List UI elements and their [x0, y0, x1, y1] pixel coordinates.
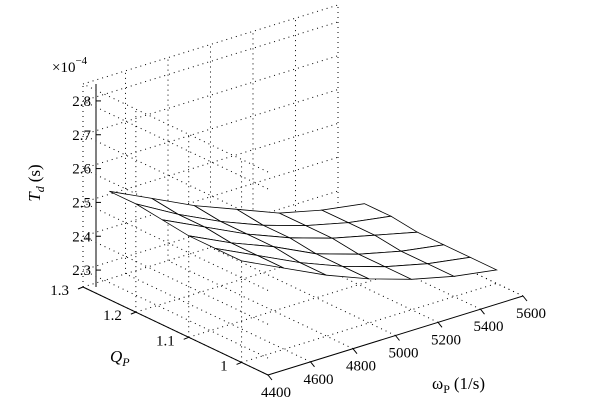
grid-line [82, 134, 269, 224]
z-axis-label: Td(s) [25, 164, 47, 201]
grid-line [210, 247, 396, 336]
z-tick-label: 2.3 [72, 263, 91, 279]
surface-patch [236, 209, 306, 226]
surface-patch [231, 242, 301, 263]
x-tick-label: 4800 [346, 359, 376, 375]
surface-patch [188, 235, 258, 256]
z-tick-label: 2.8 [72, 94, 91, 110]
surface-patch [289, 237, 359, 255]
grid-line [82, 100, 269, 190]
surface-patch [257, 255, 327, 276]
surface-patch [273, 246, 343, 267]
surface-mesh [109, 190, 498, 280]
y-tick [130, 311, 137, 315]
surface-patch [342, 266, 412, 280]
y-tick-label: 1.3 [50, 283, 69, 299]
grid-line [82, 201, 269, 291]
surface-patch [194, 205, 264, 226]
surface-patch [215, 248, 285, 269]
surface-patch [178, 214, 248, 235]
grid-line [82, 269, 269, 359]
y-axis-line [82, 286, 269, 376]
grid-line [241, 282, 497, 363]
y-tick [183, 336, 189, 340]
x-tick [310, 361, 315, 368]
surface-patch [385, 263, 455, 280]
surface-patch [300, 262, 370, 279]
z-tick-label: 2.5 [72, 195, 91, 211]
y-tick [77, 286, 84, 290]
x-tick-label: 5600 [516, 306, 546, 322]
x-axis-label: ωP (1/s) [432, 374, 485, 396]
x-tick [352, 348, 358, 354]
surface-patch [332, 235, 402, 255]
x-tick [522, 295, 528, 302]
grid-line [167, 260, 354, 350]
grid-line [82, 235, 269, 325]
x-tick-label: 4400 [261, 385, 291, 401]
grid-line [82, 21, 339, 102]
z-tick-label: 2.4 [72, 229, 91, 245]
grid-layer [82, 4, 524, 376]
y-axis-label: QP [110, 347, 130, 369]
x-tick-label: 5000 [389, 346, 419, 362]
grid-line [82, 122, 339, 203]
surface-patch [162, 219, 232, 243]
surface-patch [247, 234, 317, 254]
z-tick-label: 2.6 [72, 162, 91, 178]
y-tick [236, 361, 242, 365]
x-tick [267, 374, 273, 381]
surface-patch [204, 227, 274, 247]
y-tick-label: 1.1 [156, 333, 175, 349]
surface-patch [151, 198, 221, 222]
z-tick-label: 2.7 [72, 128, 91, 144]
x-tick-label: 5400 [474, 319, 504, 335]
surface-patch [358, 251, 428, 267]
x-tick [437, 322, 443, 328]
x-tick [480, 308, 485, 315]
surface-patch [279, 210, 349, 226]
grid-line [82, 55, 339, 136]
grid-line [82, 168, 269, 258]
surface-patch [109, 191, 179, 215]
x-tick [395, 335, 400, 341]
surface-patch-edge [426, 256, 498, 277]
surface-patch [263, 225, 333, 239]
x-tick-label: 5200 [431, 332, 461, 348]
x-tick-label: 4600 [304, 372, 334, 388]
surface-patch [220, 221, 290, 238]
surface-patch [316, 253, 386, 267]
y-tick-label: 1.2 [103, 308, 122, 324]
grid-line [82, 83, 269, 173]
y-tick-label: 1 [220, 358, 228, 374]
surface-patch [135, 203, 205, 227]
surface-patch [305, 222, 375, 239]
z-exponent-label: ×10−4 [52, 55, 88, 76]
tick-labels: 440046004800500052005400560011.11.21.32.… [50, 94, 546, 401]
grid-line [125, 273, 311, 363]
